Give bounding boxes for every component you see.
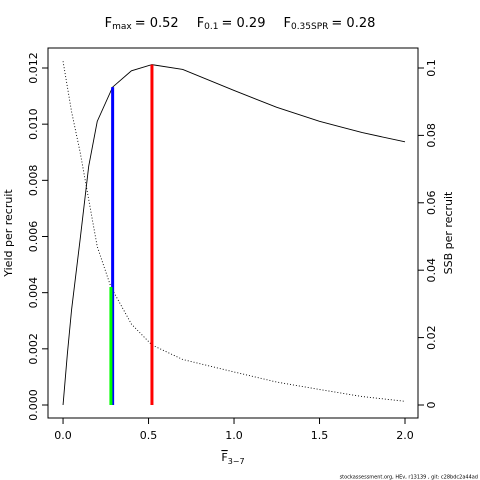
footer: stockassessment.org, HEv, r13139 , git: … bbox=[340, 475, 478, 480]
title-symbol: F bbox=[197, 16, 204, 31]
title-value: = 0.52 bbox=[135, 16, 179, 31]
x-tick-label: 2.0 bbox=[396, 429, 414, 442]
y-axis-label: Yield per recruit bbox=[2, 189, 15, 278]
title-value: = 0.28 bbox=[331, 16, 375, 31]
y2-tick-label: 0 bbox=[425, 401, 438, 408]
y-tick-label: 0.006 bbox=[27, 221, 40, 253]
series-line bbox=[62, 61, 406, 402]
plot-frame bbox=[47, 47, 419, 419]
x-label-subscript: 3−7 bbox=[228, 457, 245, 466]
y2-tick-label: 0.1 bbox=[425, 59, 438, 77]
title-symbol: F bbox=[105, 16, 112, 31]
x-tick-label: 1.5 bbox=[311, 429, 329, 442]
x-axis-label: F3−7 bbox=[221, 451, 244, 466]
y-tick-label: 0.000 bbox=[27, 389, 40, 421]
y-tick-label: 0.010 bbox=[27, 108, 40, 140]
y-tick-label: 0.012 bbox=[27, 52, 40, 84]
title-subscript: max bbox=[112, 22, 132, 32]
y2-tick-label: 0.04 bbox=[425, 258, 438, 283]
y2-axis-label: SSB per recruit bbox=[442, 191, 455, 274]
x-tick-label: 1.0 bbox=[225, 429, 243, 442]
y-tick-label: 0.002 bbox=[27, 333, 40, 365]
x-label-symbol: F bbox=[221, 451, 227, 464]
chart-title: Fmax = 0.52 F0.1 = 0.29 F0.35SPR = 0.28 bbox=[105, 16, 376, 32]
title-subscript: 0.35SPR bbox=[291, 22, 328, 32]
title-symbol: F bbox=[283, 16, 290, 31]
y-tick-label: 0.008 bbox=[27, 165, 40, 197]
x-tick-label: 0.5 bbox=[140, 429, 158, 442]
y2-tick-label: 0.08 bbox=[425, 123, 438, 148]
series-line bbox=[62, 64, 406, 406]
y-tick-label: 0.004 bbox=[27, 277, 40, 309]
y2-tick-label: 0.02 bbox=[425, 325, 438, 350]
x-tick-label: 0.0 bbox=[54, 429, 72, 442]
title-value: = 0.29 bbox=[222, 16, 266, 31]
title-subscript: 0.1 bbox=[204, 22, 218, 32]
y2-tick-label: 0.06 bbox=[425, 191, 438, 216]
